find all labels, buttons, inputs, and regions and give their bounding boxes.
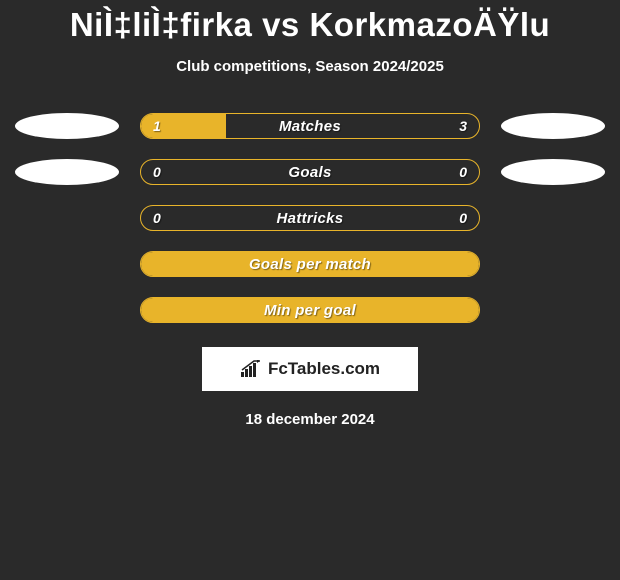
left-side xyxy=(12,297,122,323)
stat-label: Hattricks xyxy=(141,206,479,230)
right-side xyxy=(498,251,608,277)
stats-widget: NiÌ‡liÌ‡firka vs KorkmazoÄŸlu Club compe… xyxy=(0,0,620,428)
stat-row: Min per goal xyxy=(0,297,620,323)
stat-row: 0Hattricks0 xyxy=(0,205,620,231)
page-title: NiÌ‡liÌ‡firka vs KorkmazoÄŸlu xyxy=(0,6,620,44)
stat-bar: Min per goal xyxy=(140,297,480,323)
right-side xyxy=(498,159,608,185)
stat-label: Goals xyxy=(141,160,479,184)
stat-bar: 0Goals0 xyxy=(140,159,480,185)
logo-text: FcTables.com xyxy=(268,359,380,379)
stat-row: 1Matches3 xyxy=(0,113,620,139)
stat-bar: 1Matches3 xyxy=(140,113,480,139)
date-label: 18 december 2024 xyxy=(0,411,620,428)
right-side xyxy=(498,297,608,323)
left-side xyxy=(12,251,122,277)
player-ellipse-right xyxy=(501,159,605,185)
stat-row: Goals per match xyxy=(0,251,620,277)
right-side xyxy=(498,113,608,139)
chart-icon xyxy=(240,360,262,378)
stat-label: Matches xyxy=(141,114,479,138)
right-side xyxy=(498,205,608,231)
logo-box[interactable]: FcTables.com xyxy=(202,347,418,391)
left-side xyxy=(12,159,122,185)
player-ellipse-left xyxy=(15,113,119,139)
stat-right-value: 0 xyxy=(459,206,467,230)
left-side xyxy=(12,205,122,231)
stat-row: 0Goals0 xyxy=(0,159,620,185)
left-side xyxy=(12,113,122,139)
stat-right-value: 0 xyxy=(459,160,467,184)
subtitle: Club competitions, Season 2024/2025 xyxy=(0,58,620,75)
stat-bar: Goals per match xyxy=(140,251,480,277)
player-ellipse-left xyxy=(15,159,119,185)
stat-label: Min per goal xyxy=(141,298,479,322)
stat-label: Goals per match xyxy=(141,252,479,276)
player-ellipse-right xyxy=(501,113,605,139)
stat-right-value: 3 xyxy=(459,114,467,138)
stat-bar: 0Hattricks0 xyxy=(140,205,480,231)
stat-rows: 1Matches30Goals00Hattricks0Goals per mat… xyxy=(0,113,620,323)
